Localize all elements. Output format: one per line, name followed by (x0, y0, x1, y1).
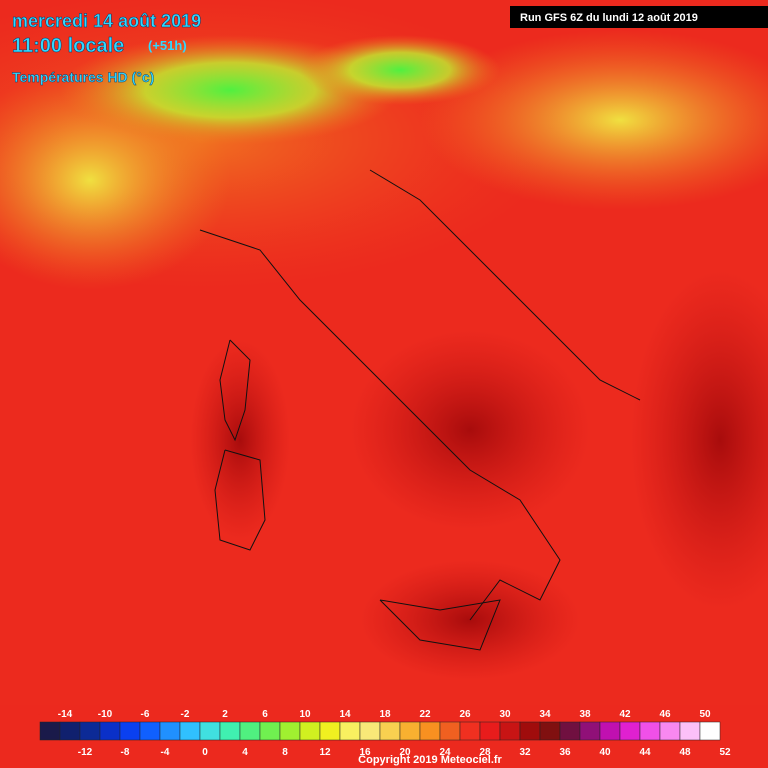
legend-swatch (259, 721, 281, 741)
legend-label: 26 (459, 709, 471, 720)
cool-zone (300, 35, 500, 105)
legend-swatch (379, 721, 401, 741)
legend-swatch (619, 721, 641, 741)
legend-swatch (339, 721, 361, 741)
copyright: Copyright 2019 Meteociel.fr (358, 754, 502, 766)
legend-label: 40 (599, 747, 611, 758)
legend-swatch (519, 721, 541, 741)
legend-label: 6 (262, 709, 268, 720)
legend-label: 0 (202, 747, 208, 758)
time-label: 11:00 locale (12, 35, 124, 57)
legend-swatch (559, 721, 581, 741)
legend-swatch (119, 721, 141, 741)
legend-swatch (599, 721, 621, 741)
legend-label: 2 (222, 709, 228, 720)
legend-label: -10 (98, 709, 113, 720)
legend-swatch (299, 721, 321, 741)
legend-swatch (699, 721, 721, 741)
legend-swatch (39, 721, 61, 741)
coastline (369, 169, 641, 401)
legend-swatch (479, 721, 501, 741)
offset-label: (+51h) (148, 38, 187, 53)
coastline (214, 449, 266, 551)
legend-label: 48 (679, 747, 691, 758)
legend-label: 30 (499, 709, 511, 720)
legend: -14-12-10-8-6-4-202468101214161820222426… (39, 709, 731, 758)
legend-label: 50 (699, 709, 711, 720)
hot-zone (190, 340, 290, 540)
legend-swatch (199, 721, 221, 741)
product-label: Températures HD (°c) (12, 69, 154, 85)
legend-swatch (439, 721, 461, 741)
mild-zone (420, 30, 768, 210)
legend-label: 22 (419, 709, 431, 720)
legend-swatch (399, 721, 421, 741)
legend-label: 8 (282, 747, 288, 758)
legend-label: 32 (519, 747, 531, 758)
legend-swatch (99, 721, 121, 741)
run-box (510, 6, 768, 28)
legend-swatch (359, 721, 381, 741)
date-label: mercredi 14 août 2019 (12, 11, 201, 31)
hot-zone (350, 330, 590, 530)
legend-label: 20 (399, 747, 411, 758)
legend-label: 12 (319, 747, 331, 758)
legend-swatch (419, 721, 441, 741)
legend-swatch (79, 721, 101, 741)
legend-label: 14 (339, 709, 351, 720)
legend-swatch (139, 721, 161, 741)
legend-swatch (579, 721, 601, 741)
legend-swatch (499, 721, 521, 741)
legend-swatch (679, 721, 701, 741)
legend-label: 16 (359, 747, 371, 758)
legend-label: 52 (719, 747, 731, 758)
legend-swatch (179, 721, 201, 741)
legend-label: 4 (242, 747, 248, 758)
legend-label: 24 (439, 747, 451, 758)
legend-swatch (539, 721, 561, 741)
legend-swatch (659, 721, 681, 741)
legend-label: -6 (141, 709, 150, 720)
legend-label: 28 (479, 747, 491, 758)
run-label: Run GFS 6Z du lundi 12 août 2019 (520, 12, 698, 24)
legend-label: -4 (161, 747, 170, 758)
legend-label: -8 (121, 747, 130, 758)
coastline (199, 229, 561, 621)
legend-label: -14 (58, 709, 73, 720)
legend-label: -2 (181, 709, 190, 720)
legend-swatch (459, 721, 481, 741)
legend-label: 38 (579, 709, 591, 720)
legend-label: 10 (299, 709, 311, 720)
legend-swatch (159, 721, 181, 741)
coastline (219, 339, 251, 442)
legend-label: 44 (639, 747, 651, 758)
legend-label: 46 (659, 709, 671, 720)
legend-swatch (319, 721, 341, 741)
legend-swatch (59, 721, 81, 741)
legend-swatch (239, 721, 261, 741)
hot-zone (630, 270, 768, 610)
legend-label: 42 (619, 709, 631, 720)
legend-label: 18 (379, 709, 391, 720)
coastline (379, 599, 501, 651)
legend-swatch (279, 721, 301, 741)
legend-label: -12 (78, 747, 93, 758)
legend-label: 34 (539, 709, 551, 720)
legend-swatch (639, 721, 661, 741)
legend-swatch (219, 721, 241, 741)
legend-label: 36 (559, 747, 571, 758)
